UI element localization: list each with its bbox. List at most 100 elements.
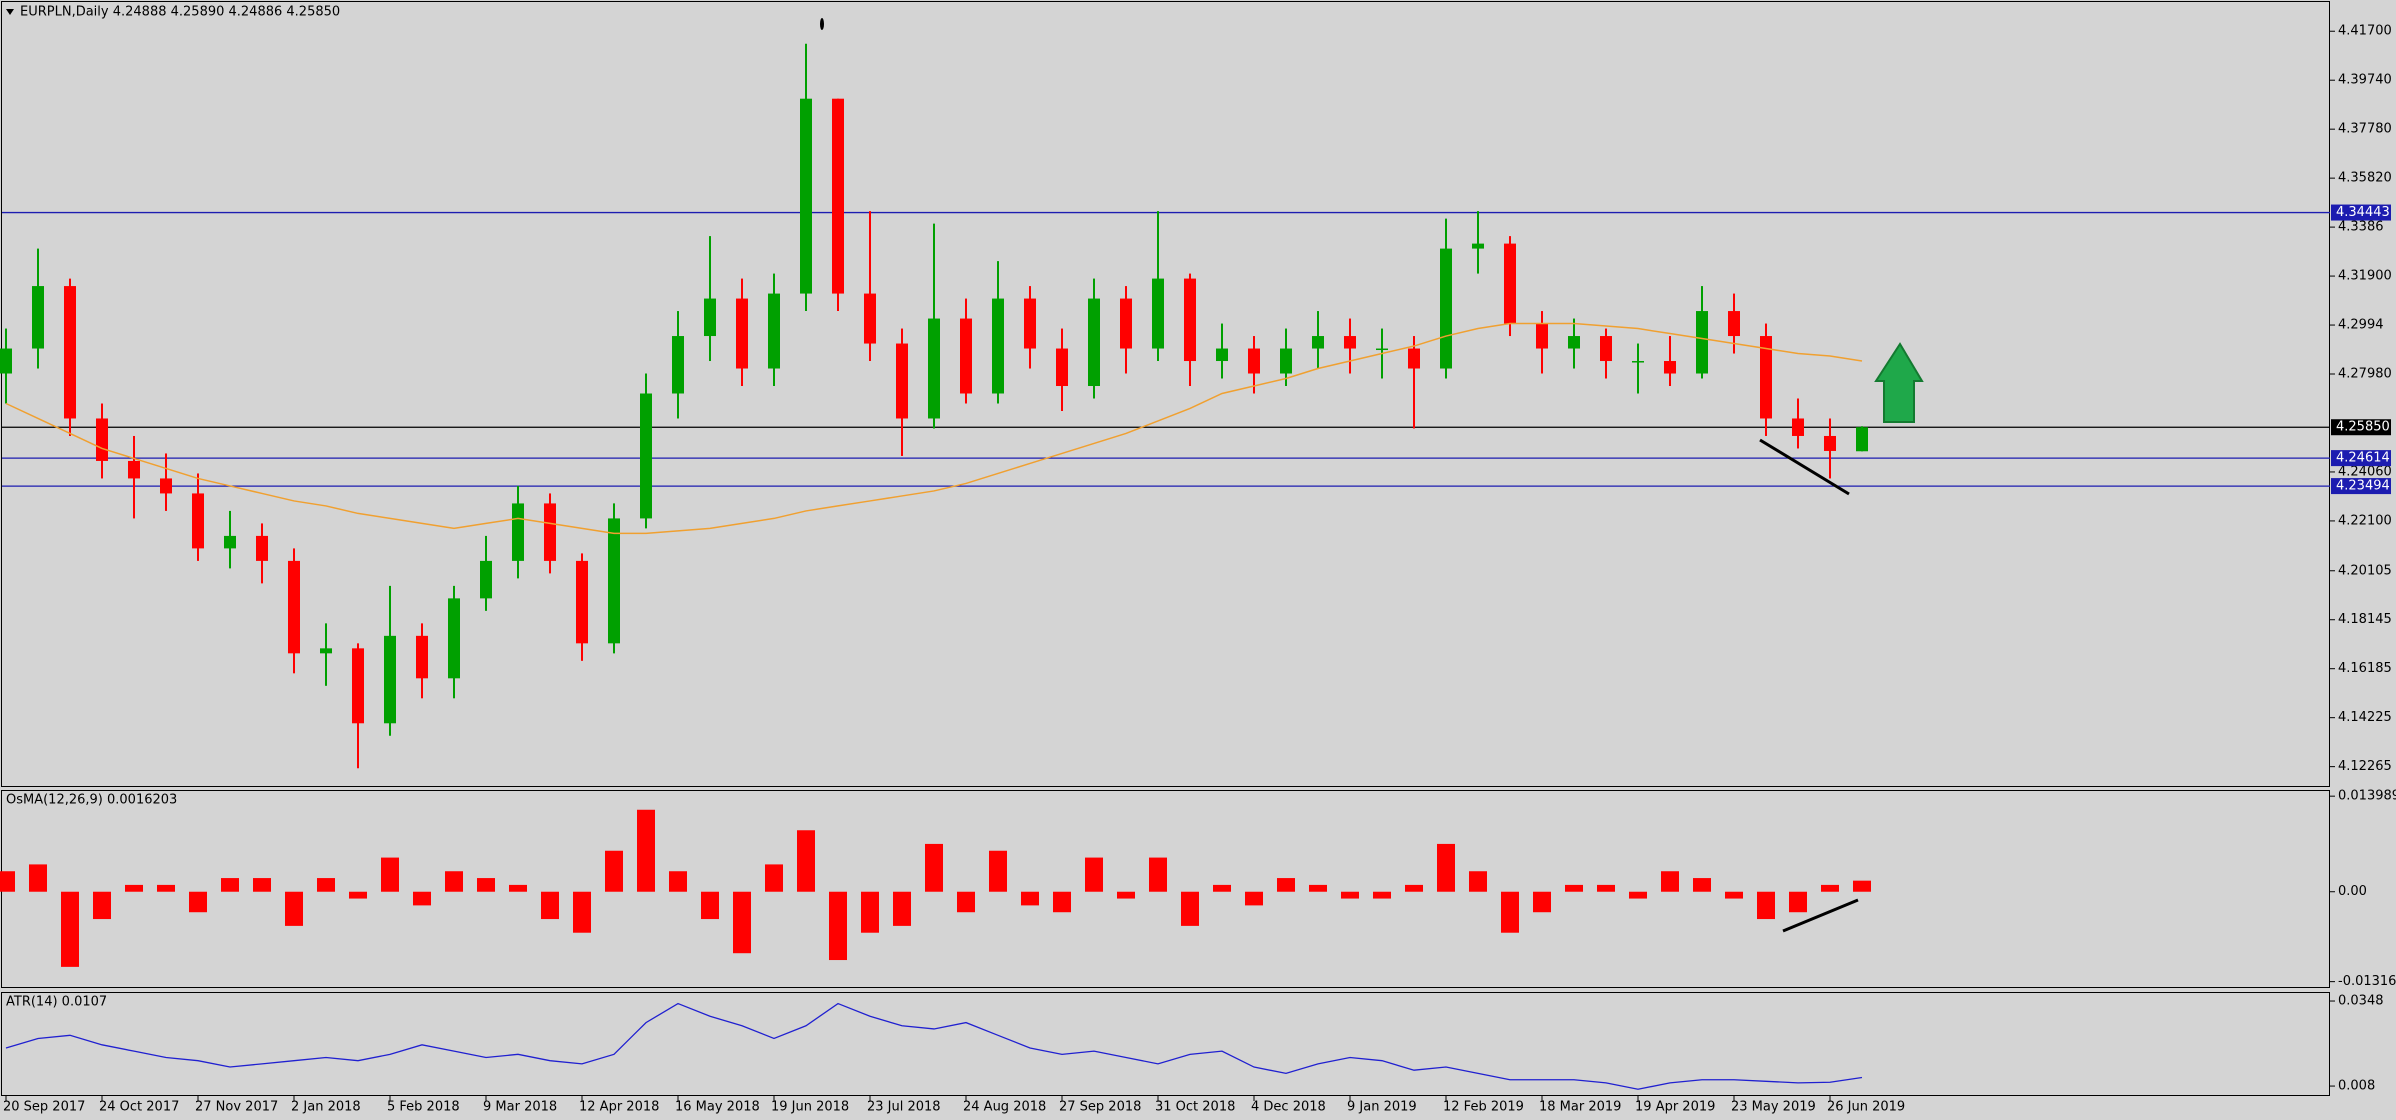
osma-bar [765, 864, 783, 892]
candle-body [960, 318, 972, 394]
candle-body [1248, 348, 1260, 374]
osma-bar [445, 871, 463, 892]
candle-body [224, 535, 236, 549]
y-tick-label: 4.3386 [2338, 220, 2384, 235]
osma-bar [1853, 880, 1871, 892]
candle-body [1696, 311, 1708, 374]
osma-bar [1245, 891, 1263, 906]
y-tick-label: 4.22100 [2338, 513, 2392, 528]
candle-body [1760, 336, 1772, 419]
osma-bar [189, 891, 207, 913]
candle-body [0, 348, 12, 374]
x-tick-label: 23 Jul 2018 [867, 1100, 941, 1115]
osma-bar [285, 891, 303, 926]
candle-body [1536, 323, 1548, 349]
x-tick-label: 19 Jun 2018 [771, 1100, 849, 1115]
candle-body [1216, 348, 1228, 362]
y-tick-label: 4.18145 [2338, 612, 2392, 627]
osma-bar [1469, 871, 1487, 892]
x-tick-label: 20 Sep 2017 [3, 1100, 85, 1115]
osma-bar [1213, 884, 1231, 892]
candle-body [480, 560, 492, 599]
y-tick-label: 4.12265 [2338, 759, 2392, 774]
osma-bar [1277, 878, 1295, 892]
level-label: 4.24614 [2336, 451, 2390, 466]
candle-body [160, 478, 172, 494]
y-tick-label: 4.41700 [2338, 24, 2392, 39]
osma-bar [317, 878, 335, 892]
candle-body [1024, 298, 1036, 349]
osma-bar [797, 830, 815, 892]
osma-bar [1661, 871, 1679, 892]
y-tick-label: 4.20105 [2338, 563, 2392, 578]
candle-body [832, 98, 844, 294]
x-tick-label: 27 Nov 2017 [195, 1100, 278, 1115]
candle-body [1152, 278, 1164, 349]
candle-body [1312, 336, 1324, 349]
candle-body [1408, 348, 1420, 369]
x-tick-label: 4 Dec 2018 [1251, 1100, 1326, 1115]
osma-bar [1373, 891, 1391, 899]
level-label: 4.23494 [2336, 479, 2390, 494]
osma-bar [381, 857, 399, 892]
y-tick-label: 4.37780 [2338, 122, 2392, 137]
osma-bar [509, 884, 527, 892]
candle-body [864, 293, 876, 344]
osma-bar [957, 891, 975, 913]
divergence-line-osma [1782, 898, 1859, 933]
osma-bar [125, 884, 143, 892]
candle-body [1856, 427, 1868, 452]
main-panel [1, 1, 2330, 787]
osma-bar [1725, 891, 1743, 899]
candle-body [1440, 248, 1452, 369]
osma-bar [1629, 891, 1647, 899]
osma-bar [1117, 891, 1135, 899]
candle-body [1088, 298, 1100, 387]
atr-header: ATR(14) 0.0107 [6, 995, 107, 1010]
osma-bar [829, 891, 847, 961]
x-tick-label: 24 Oct 2017 [99, 1100, 179, 1115]
x-tick-label: 9 Jan 2019 [1347, 1100, 1417, 1115]
osma-bar [157, 884, 175, 892]
osma-bar [1053, 891, 1071, 913]
level-label: 4.25850 [2336, 420, 2390, 435]
candle-body [256, 535, 268, 561]
candle-body [1632, 361, 1644, 363]
candle-body [896, 343, 908, 419]
x-tick-label: 12 Feb 2019 [1443, 1100, 1524, 1115]
osma-bar [733, 891, 751, 954]
divergence-line-price [1759, 438, 1850, 496]
menu-triangle[interactable] [6, 9, 14, 15]
x-tick-label: 9 Mar 2018 [483, 1100, 557, 1115]
osma-bar [1085, 857, 1103, 892]
candle-body [1280, 348, 1292, 374]
y-tick-label: 0.0139895 [2338, 789, 2396, 804]
candle-body [1728, 311, 1740, 337]
osma-bar [221, 878, 239, 892]
candle-body [1568, 336, 1580, 349]
osma-bar [1437, 843, 1455, 892]
candle-body [1184, 278, 1196, 362]
candle-body [576, 560, 588, 644]
x-tick-label: 23 May 2019 [1731, 1100, 1816, 1115]
candle-body [1344, 336, 1356, 349]
y-tick-label: 4.24060 [2338, 464, 2392, 479]
level-label: 4.34443 [2336, 205, 2390, 220]
candle-body [1056, 348, 1068, 387]
plot-layer: 4.41700 4.39740 4.37780 4.35820 4.3386 4.3190… [0, 24, 2396, 1115]
osma-bar [541, 891, 559, 920]
candle-body [32, 286, 44, 349]
atr-panel [1, 992, 2330, 1096]
y-tick-label: -0.013162 [2338, 974, 2396, 989]
candle-body [736, 298, 748, 369]
osma-bar [1821, 884, 1839, 892]
candle-body [544, 503, 556, 561]
osma-bar [413, 891, 431, 906]
y-tick-label: 0.0348 [2338, 994, 2384, 1009]
x-tick-label: 12 Apr 2018 [579, 1100, 659, 1115]
candle-body [1472, 243, 1484, 249]
x-tick-label: 26 Jun 2019 [1827, 1100, 1905, 1115]
osma-bar [893, 891, 911, 926]
candle-body [800, 98, 812, 294]
candle-body [384, 635, 396, 724]
